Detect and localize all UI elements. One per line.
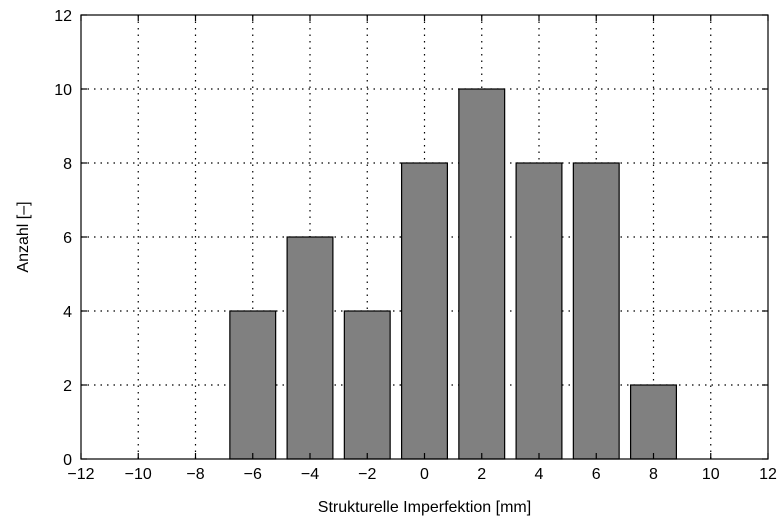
x-tick-label: −2 (358, 466, 376, 483)
y-axis-label: Anzahl [–] (15, 201, 32, 272)
bar-6 (572, 162, 620, 460)
x-tick-label: 0 (420, 466, 429, 483)
bar-4 (515, 162, 563, 460)
x-tick-label: −12 (67, 466, 94, 483)
x-tick-label: 6 (592, 466, 601, 483)
bar-8 (629, 384, 677, 460)
y-tick-label: 10 (54, 82, 72, 99)
bar-neg4 (286, 236, 334, 460)
x-tick-label: 4 (535, 466, 544, 483)
x-tick-label: −4 (301, 466, 319, 483)
y-tick-label: 2 (63, 378, 72, 395)
y-tick-label: 6 (63, 230, 72, 247)
y-tick-label: 4 (63, 304, 72, 321)
bar-neg2 (343, 310, 391, 460)
x-tick-label: 2 (477, 466, 486, 483)
axis-ticks (80, 14, 769, 460)
x-tick-label: −8 (186, 466, 204, 483)
x-tick-labels: −12 −10 −8 −6 −4 −2 0 2 4 6 8 10 12 (67, 466, 777, 483)
bar-neg6 (229, 310, 277, 460)
x-tick-label: 8 (649, 466, 658, 483)
x-tick-label: −10 (125, 466, 152, 483)
bar-2 (458, 88, 506, 460)
x-tick-label: 12 (759, 466, 777, 483)
y-tick-label: 12 (54, 8, 72, 25)
y-tick-label: 8 (63, 156, 72, 173)
y-tick-labels: 0 2 4 6 8 10 12 (54, 8, 72, 469)
x-tick-label: −6 (244, 466, 262, 483)
y-tick-label: 0 (63, 452, 72, 469)
bars (229, 88, 677, 460)
x-tick-label: 10 (702, 466, 720, 483)
bar-0 (401, 162, 449, 460)
x-axis-label: Strukturelle Imperfektion [mm] (318, 499, 531, 516)
